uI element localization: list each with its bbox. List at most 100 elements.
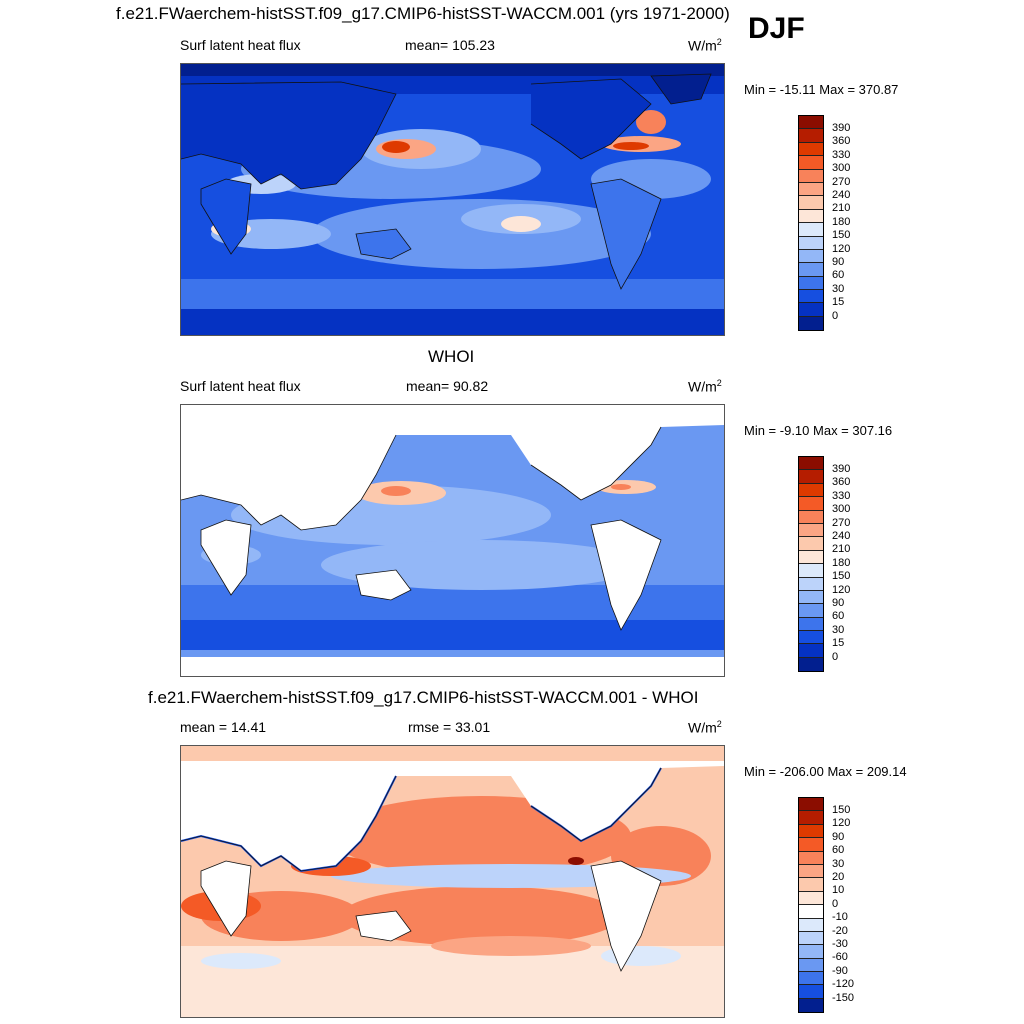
- colorbar-swatch: [799, 483, 823, 498]
- colorbar-tick-label: -120: [832, 978, 855, 991]
- colorbar-swatch: [799, 644, 823, 658]
- colorbar-swatch: [799, 470, 823, 484]
- colorbar-tick-label: 150: [832, 570, 851, 583]
- colorbar-swatch: [799, 182, 823, 197]
- colorbar-swatch: [799, 998, 823, 1013]
- colorbar-tick-label: 120: [832, 583, 851, 596]
- colorbar-tick-label: 300: [832, 162, 851, 175]
- panel2-title: WHOI: [428, 347, 475, 366]
- colorbar-swatch: [799, 972, 823, 986]
- panel1-mean-label: mean= 105.23: [405, 37, 495, 53]
- colorbar-swatch: [799, 564, 823, 578]
- colorbar-swatch: [799, 824, 823, 839]
- colorbar-tick-label: -150: [832, 991, 855, 1004]
- colorbar-tick-label: -90: [832, 964, 848, 977]
- colorbar-tick-label: 0: [832, 650, 839, 663]
- colorbar-tick-label: 30: [832, 857, 845, 870]
- panel3-colorbar: [798, 797, 824, 1014]
- colorbar-tick-label: 330: [832, 489, 851, 502]
- colorbar-swatch: [799, 142, 823, 157]
- colorbar-swatch: [799, 617, 823, 632]
- season-label: DJF: [748, 12, 805, 45]
- colorbar-swatch: [799, 631, 823, 645]
- colorbar-tick-label: 120: [832, 817, 851, 830]
- colorbar-tick-label: 270: [832, 175, 851, 188]
- colorbar-tick-label: 180: [832, 556, 851, 569]
- colorbar-tick-label: 15: [832, 296, 845, 309]
- colorbar-tick-label: 120: [832, 242, 851, 255]
- colorbar-swatch: [799, 263, 823, 277]
- colorbar-tick-label: 210: [832, 543, 851, 556]
- colorbar-swatch: [799, 590, 823, 605]
- panel1-colorbar-labels: 390 360 330 300 270 240 210 180 150 120 90 60 30 15 0: [832, 122, 850, 323]
- colorbar-tick-label: 390: [832, 463, 851, 475]
- colorbar-tick-label: 240: [832, 530, 851, 543]
- panel3-title: f.e21.FWaerchem-histSST.f09_g17.CMIP6-hi…: [148, 688, 699, 707]
- colorbar-swatch: [799, 945, 823, 959]
- colorbar-swatch: [799, 985, 823, 999]
- panel2-units: W/m2: [688, 378, 722, 395]
- colorbar-swatch: [799, 931, 823, 946]
- colorbar-tick-label: 150: [832, 804, 851, 816]
- colorbar-swatch: [799, 156, 823, 170]
- panel1-variable-label: Surf latent heat flux: [180, 37, 301, 53]
- colorbar-swatch: [799, 537, 823, 551]
- panel1-colorbar: [798, 115, 824, 332]
- colorbar-tick-label: 90: [832, 830, 845, 843]
- colorbar-tick-label: 330: [832, 148, 851, 161]
- colorbar-swatch: [799, 891, 823, 906]
- panel1-map-model: [180, 63, 725, 336]
- colorbar-swatch: [799, 958, 823, 973]
- colorbar-swatch: [799, 209, 823, 224]
- colorbar-swatch: [799, 550, 823, 565]
- colorbar-tick-label: 30: [832, 623, 845, 636]
- colorbar-swatch: [799, 236, 823, 250]
- panel2-colorbar: [798, 456, 824, 673]
- panel2-variable-label: Surf latent heat flux: [180, 378, 301, 394]
- colorbar-tick-label: 180: [832, 215, 851, 228]
- colorbar-tick-label: 0: [832, 309, 839, 322]
- colorbar-swatch: [799, 196, 823, 210]
- panel2-map-whoi: [180, 404, 725, 677]
- panel1-title: f.e21.FWaerchem-histSST.f09_g17.CMIP6-hi…: [116, 4, 730, 23]
- colorbar-tick-label: 10: [832, 884, 845, 897]
- colorbar-tick-label: 0: [832, 897, 839, 910]
- colorbar-tick-label: 210: [832, 202, 851, 215]
- colorbar-swatch: [799, 864, 823, 879]
- panel3-units: W/m2: [688, 719, 722, 736]
- colorbar-swatch: [799, 851, 823, 865]
- colorbar-swatch: [799, 577, 823, 591]
- colorbar-tick-label: -20: [832, 924, 848, 937]
- colorbar-swatch: [799, 290, 823, 304]
- colorbar-swatch: [799, 878, 823, 892]
- colorbar-tick-label: 90: [832, 597, 845, 610]
- colorbar-tick-label: 60: [832, 844, 845, 857]
- colorbar-tick-label: 15: [832, 637, 845, 650]
- colorbar-tick-label: 360: [832, 476, 851, 489]
- colorbar-tick-label: 60: [832, 610, 845, 623]
- colorbar-swatch: [799, 798, 823, 812]
- colorbar-swatch: [799, 905, 823, 919]
- panel1-units: W/m2: [688, 37, 722, 54]
- colorbar-swatch: [799, 811, 823, 825]
- colorbar-tick-label: 20: [832, 871, 845, 884]
- colorbar-swatch: [799, 129, 823, 143]
- colorbar-tick-label: 240: [832, 189, 851, 202]
- colorbar-tick-label: 300: [832, 503, 851, 516]
- colorbar-tick-label: 30: [832, 282, 845, 295]
- colorbar-swatch: [799, 510, 823, 524]
- panel3-minmax: Min = -206.00 Max = 209.14: [744, 764, 907, 779]
- colorbar-swatch: [799, 604, 823, 618]
- colorbar-tick-label: 390: [832, 122, 851, 134]
- colorbar-swatch: [799, 918, 823, 932]
- panel3-rmse-label: rmse = 33.01: [408, 719, 491, 735]
- colorbar-tick-label: -60: [832, 951, 848, 964]
- colorbar-swatch: [799, 497, 823, 511]
- colorbar-swatch: [799, 116, 823, 130]
- colorbar-swatch: [799, 303, 823, 317]
- colorbar-tick-label: 270: [832, 516, 851, 529]
- panel3-mean-label: mean = 14.41: [180, 719, 267, 735]
- colorbar-swatch: [799, 223, 823, 237]
- colorbar-swatch: [799, 657, 823, 672]
- panel3-colorbar-labels: 150 120 90 60 30 20 10 0 -10 -20 -30 -60 -90 -120 -150: [832, 804, 854, 1005]
